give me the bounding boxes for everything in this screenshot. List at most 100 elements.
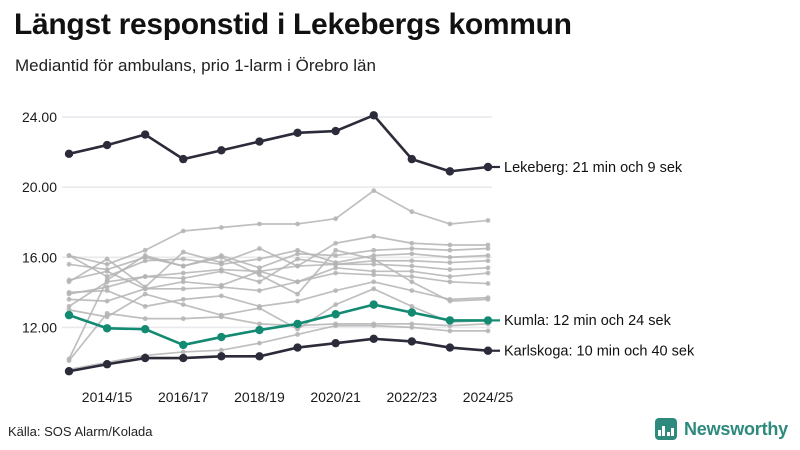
data-point [66, 296, 72, 302]
data-point [104, 261, 110, 267]
data-point [142, 258, 148, 264]
series-kommun-8 [66, 270, 491, 304]
data-point [180, 256, 186, 262]
data-point [371, 286, 377, 292]
data-point [140, 353, 150, 363]
data-point [333, 323, 339, 329]
y-axis-tick-label: 16.00 [22, 249, 57, 265]
page-title: Längst responstid i Lekebergs kommun [14, 8, 572, 41]
data-point [218, 261, 224, 267]
series-kommun-13 [66, 323, 491, 372]
data-point [295, 326, 300, 332]
data-point [142, 274, 148, 279]
data-point [331, 338, 340, 348]
data-point [64, 149, 74, 159]
data-point [371, 268, 377, 274]
data-point [485, 253, 491, 258]
data-point [257, 288, 262, 293]
x-axis-tick-label: 2014/15 [82, 389, 133, 405]
bar-chart-icon-bars [657, 425, 675, 436]
series-kommun-10 [66, 247, 491, 362]
data-point [180, 228, 186, 234]
data-point [66, 261, 72, 267]
data-point [409, 263, 415, 269]
bar-4 [671, 428, 675, 436]
data-point [179, 353, 188, 363]
data-point [102, 324, 112, 333]
data-point [257, 268, 262, 274]
data-point [371, 188, 377, 194]
data-point [218, 254, 224, 260]
series-line [68, 312, 489, 362]
series-label-lekeberg: Lekeberg: 21 min och 9 sek [504, 160, 683, 176]
data-point [295, 298, 300, 304]
data-point [180, 296, 186, 302]
data-point [333, 288, 339, 293]
data-point [447, 242, 453, 248]
data-point [217, 146, 226, 155]
data-point [140, 324, 150, 334]
data-point [142, 247, 148, 253]
series-line [67, 337, 490, 373]
data-point [180, 349, 186, 355]
data-point [104, 277, 110, 283]
data-point [64, 310, 74, 320]
data-point [409, 258, 415, 264]
data-point [409, 240, 415, 246]
data-point [180, 279, 186, 285]
series-line [67, 303, 490, 347]
data-point [142, 316, 148, 322]
data-point [180, 302, 186, 308]
data-point [445, 343, 455, 352]
data-point [369, 334, 378, 344]
series-line [68, 249, 489, 278]
series-line [68, 189, 489, 266]
data-point [218, 347, 224, 353]
data-point [257, 256, 262, 262]
data-point [142, 291, 148, 297]
bar-1 [657, 430, 661, 436]
data-point [485, 296, 491, 302]
series-label-karlskoga: Karlskoga: 10 min och 40 sek [504, 344, 695, 360]
data-point [485, 281, 491, 286]
data-point [333, 253, 339, 258]
series-line [68, 235, 489, 288]
data-point [295, 291, 300, 297]
data-point [180, 286, 186, 292]
series-line [68, 272, 489, 302]
data-point [447, 254, 453, 260]
data-point [104, 288, 110, 293]
page-subtitle: Mediantid för ambulans, prio 1-larm i Ör… [15, 56, 376, 75]
x-axis-tick-label: 2020/21 [310, 389, 361, 405]
data-point [409, 209, 415, 215]
data-point [257, 221, 262, 227]
y-axis-tick-label: 24.00 [22, 109, 57, 125]
data-point [142, 303, 148, 309]
data-point [447, 323, 453, 329]
data-point [409, 251, 415, 257]
data-point [217, 332, 226, 342]
data-point [407, 337, 417, 346]
data-point [257, 279, 262, 285]
data-point [102, 360, 112, 369]
data-point [104, 298, 110, 304]
data-point [447, 298, 453, 304]
bar-2 [662, 426, 666, 436]
data-point [104, 310, 110, 316]
data-point [140, 130, 150, 139]
data-point [218, 268, 224, 274]
series-kommun-9 [66, 279, 491, 309]
data-point [371, 279, 377, 285]
series-kommun-4 [66, 247, 491, 279]
data-point [180, 249, 186, 255]
data-point [409, 268, 415, 274]
data-point [371, 261, 377, 267]
series-line [68, 324, 489, 371]
data-point [295, 279, 300, 285]
data-point [333, 240, 339, 246]
data-point [485, 258, 491, 264]
data-point [371, 247, 377, 253]
data-point [447, 274, 453, 279]
data-point [295, 263, 300, 269]
data-point [447, 260, 453, 265]
